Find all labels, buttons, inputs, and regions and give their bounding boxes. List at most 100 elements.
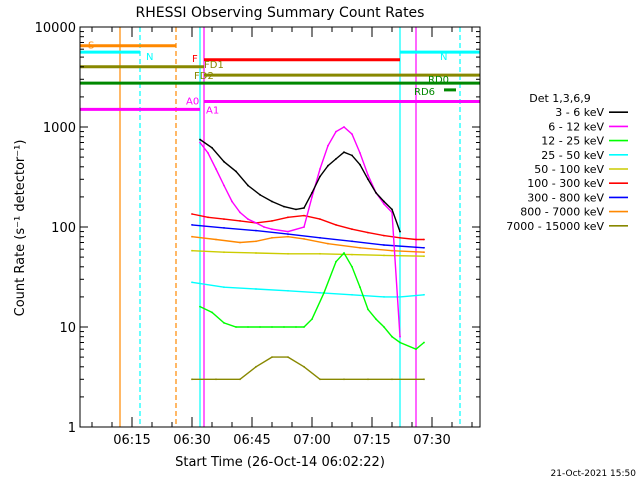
- data-point-100-300-kev-7: [287, 216, 289, 219]
- data-point-100-300-kev-12: [367, 231, 369, 234]
- data-point-6-12-kev-5: [231, 200, 233, 203]
- data-point-3-6-kev-16: [351, 154, 353, 157]
- data-point-300-800-kev-3: [255, 229, 257, 232]
- data-point-12-25-kev-16: [359, 286, 361, 289]
- data-point-25-50-kev-2: [223, 286, 225, 289]
- series-line-300-800-kev: [191, 224, 425, 249]
- legend-entry-12-25-kev: 12 - 25 keV: [541, 135, 604, 148]
- data-point-12-25-kev-15: [351, 265, 353, 268]
- legend-title: Det 1,3,6,9: [529, 92, 591, 105]
- data-point-3-6-kev-22: [399, 230, 401, 233]
- data-point-50-100-kev-6: [351, 253, 353, 256]
- series-line-7000-15000-kev: [192, 356, 424, 380]
- series-line-800-7000-kev: [191, 235, 425, 253]
- data-point-25-50-kev-4: [287, 289, 289, 292]
- data-point-3-6-kev-2: [211, 146, 213, 149]
- y-tick-label-2: 10: [59, 321, 76, 336]
- data-point-6-12-kev-15: [327, 144, 329, 147]
- data-point-100-300-kev-6: [271, 220, 273, 222]
- data-point-25-50-kev-7: [383, 296, 385, 298]
- data-point-6-12-kev-6: [239, 211, 241, 214]
- series-line-100-300-kev: [191, 213, 424, 241]
- data-point-6-12-kev-3: [215, 168, 217, 170]
- data-point-12-25-kev-14: [343, 252, 345, 254]
- footer-stamp: 21-Oct-2021 15:50: [551, 469, 637, 479]
- data-point-800-7000-kev-3: [239, 241, 241, 244]
- data-point-12-25-kev-7: [271, 326, 273, 328]
- data-point-100-300-kev-11: [351, 228, 353, 231]
- data-point-12-25-kev-4: [235, 326, 237, 328]
- flag-label-n-2: N: [146, 52, 153, 63]
- flag-label-fd2-6: FD2: [194, 71, 214, 82]
- data-point-25-50-kev-6: [351, 293, 353, 296]
- data-point-12-25-kev-6: [259, 326, 261, 328]
- data-point-6-12-kev-20: [367, 174, 369, 177]
- legend-entry-800-7000-kev: 800 - 7000 keV: [520, 206, 604, 219]
- data-point-3-6-kev-15: [343, 151, 345, 154]
- data-point-3-6-kev-13: [327, 164, 329, 167]
- data-point-12-25-kev-1: [199, 305, 201, 308]
- data-point-800-7000-kev-7: [303, 238, 305, 240]
- data-point-3-6-kev-17: [359, 163, 361, 166]
- legend-entry-100-300-kev: 100 - 300 keV: [527, 177, 604, 190]
- data-point-6-12-kev-14: [319, 168, 321, 170]
- data-point-100-300-kev-15: [415, 238, 417, 241]
- data-point-100-300-kev-10: [335, 224, 337, 226]
- data-point-7000-15000-kev-8: [319, 378, 321, 381]
- data-point-7000-15000-kev-5: [271, 356, 273, 358]
- data-point-100-300-kev-2: [207, 216, 209, 219]
- data-point-12-25-kev-10: [303, 326, 305, 328]
- legend-entry-6-12-kev: 6 - 12 keV: [548, 120, 604, 133]
- data-point-50-100-kev-4: [287, 252, 289, 255]
- data-point-12-25-kev-9: [295, 326, 297, 328]
- series-line-3-6-kev: [199, 138, 401, 232]
- data-point-7000-15000-kev-1: [191, 378, 193, 381]
- x-tick-label-6: 07:30: [413, 433, 450, 448]
- data-point-800-7000-kev-6: [287, 235, 289, 238]
- data-point-12-25-kev-18: [375, 318, 377, 320]
- x-tick-label-3: 06:45: [233, 433, 270, 448]
- data-point-3-6-kev-19: [375, 191, 377, 194]
- series-line-50-100-kev: [191, 250, 425, 257]
- data-point-12-25-kev-11: [311, 318, 313, 320]
- data-point-300-800-kev-7: [383, 244, 385, 246]
- legend-entry-300-800-kev: 300 - 800 keV: [527, 191, 604, 204]
- chart-title: RHESSI Observing Summary Count Rates: [136, 5, 425, 21]
- data-point-3-6-kev-7: [271, 200, 273, 203]
- data-point-3-6-kev-9: [295, 208, 297, 211]
- data-point-3-6-kev-1: [199, 138, 201, 141]
- data-point-100-300-kev-3: [223, 218, 225, 221]
- series-line-12-25-kev: [199, 251, 425, 351]
- y-tick-label-4: 1000: [43, 121, 76, 136]
- data-point-12-25-kev-22: [415, 348, 417, 351]
- data-point-12-25-kev-8: [283, 326, 285, 328]
- data-point-50-100-kev-1: [191, 249, 193, 252]
- data-point-800-7000-kev-2: [215, 238, 217, 241]
- data-point-6-12-kev-7: [247, 218, 249, 221]
- x-tick-label-1: 06:15: [113, 433, 150, 448]
- data-point-6-12-kev-9: [263, 226, 265, 228]
- data-point-6-12-kev-10: [271, 228, 273, 231]
- data-point-50-100-kev-8: [423, 255, 425, 258]
- data-point-7000-15000-kev-9: [343, 378, 345, 381]
- flag-label-fd1-5: FD1: [204, 60, 224, 71]
- data-point-12-25-kev-23: [423, 341, 425, 344]
- data-point-800-7000-kev-5: [271, 236, 273, 239]
- flag-label-rd6-8: RD6: [414, 87, 435, 98]
- series-line-25-50-kev: [191, 281, 425, 298]
- data-point-800-7000-kev-4: [255, 240, 257, 243]
- data-point-6-12-kev-17: [343, 126, 345, 128]
- data-point-12-25-kev-21: [399, 341, 401, 344]
- data-point-7000-15000-kev-2: [215, 378, 217, 381]
- data-point-6-12-kev-19: [359, 152, 361, 154]
- data-point-6-12-kev-16: [335, 130, 337, 133]
- x-tick-label-4: 07:00: [293, 433, 330, 448]
- data-point-300-800-kev-6: [351, 240, 353, 243]
- data-point-3-6-kev-3: [223, 160, 225, 163]
- data-point-7000-15000-kev-12: [423, 378, 425, 381]
- data-point-800-7000-kev-9: [359, 246, 361, 249]
- x-axis-label: Start Time (26-Oct-14 06:02:22): [175, 455, 385, 470]
- data-point-3-6-kev-8: [283, 205, 285, 208]
